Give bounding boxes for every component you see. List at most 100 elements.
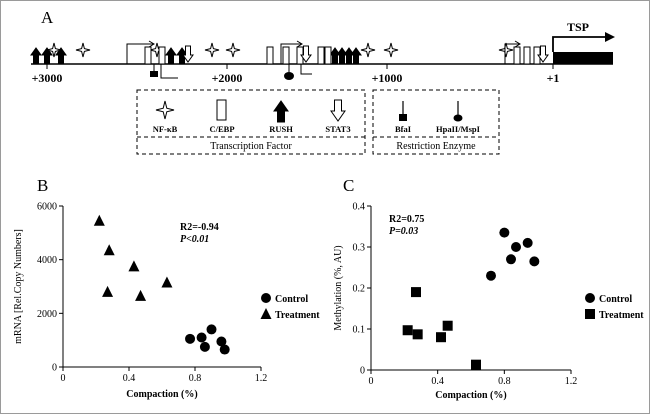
tsp-arrowhead-icon xyxy=(605,32,615,42)
panel-a-letter: A xyxy=(41,8,54,27)
nfkb-legend-icon xyxy=(155,100,175,120)
panel-c-x-axis-label: Compaction (%) xyxy=(435,390,506,401)
tf-label-nfkb: NF-κB xyxy=(153,124,178,134)
bfai-site-icon xyxy=(150,71,158,77)
rush-site-icon xyxy=(343,47,355,65)
rush-site-icon xyxy=(165,47,177,65)
nfkb-site-icon xyxy=(225,42,241,58)
panel-c-point-treatment xyxy=(412,329,423,340)
cebp-site-icon xyxy=(144,46,152,65)
binding-sites xyxy=(30,40,549,80)
nfkb-site-icon xyxy=(360,42,376,58)
position-label-1000: +1000 xyxy=(372,71,403,85)
rush-site-icon xyxy=(350,47,362,65)
position-label-3000: +3000 xyxy=(32,71,63,85)
panel-c-point-control xyxy=(529,256,540,267)
tf-legend-border xyxy=(136,89,366,155)
panel-c-point-treatment xyxy=(436,332,446,343)
cebp-site-icon xyxy=(282,46,290,65)
panel-c-legend-marker-treatment xyxy=(585,309,595,319)
bfai-icon xyxy=(399,101,407,121)
panel-b-letter: B xyxy=(37,176,48,195)
panel-b-legend-treatment: Treatment xyxy=(275,310,320,321)
cebp-site-icon xyxy=(513,46,521,65)
hpaii-mspi-icon xyxy=(453,101,463,122)
panel-c-x-tick-label: 0 xyxy=(369,376,374,387)
panel-c-x-tick-label: 0.8 xyxy=(498,376,511,387)
panel-b-y-tick-label: 0 xyxy=(52,363,57,374)
panel-c-legend-treatment: Treatment xyxy=(599,310,644,321)
panel-b-point-treatment xyxy=(161,276,173,288)
panel-b-point-control xyxy=(219,344,230,355)
panel-c-y-tick-label: 0.2 xyxy=(353,284,366,295)
panel-b-x-tick-label: 1.2 xyxy=(255,373,268,384)
cebp-site-icon xyxy=(158,46,166,65)
rush-site-icon xyxy=(336,47,348,65)
position-label-2000: +2000 xyxy=(212,71,243,85)
panel-c-x-tick-label: 0.4 xyxy=(431,376,444,387)
panel-b-point-control xyxy=(196,332,207,343)
panel-c-point-control xyxy=(499,227,510,238)
tf-label-cebp: C/EBP xyxy=(209,124,234,134)
panel-b-x-tick-label: 0 xyxy=(61,373,66,384)
panel-c-legend-marker-control xyxy=(585,293,595,303)
panel-c-letter: C xyxy=(343,176,354,195)
tf-legend-box: NF-κB C/EBP RUSH STAT3 Transcription Fac… xyxy=(136,89,366,155)
rush-site-icon xyxy=(30,47,42,65)
stat3-legend-icon xyxy=(330,99,346,122)
panel-c-point-treatment xyxy=(471,359,481,370)
orientation-arrow-icon xyxy=(126,43,153,64)
panel-b-x-tick-label: 0.4 xyxy=(123,373,136,384)
tsp-arrow-icon xyxy=(552,36,605,52)
panel-c-point-treatment xyxy=(402,325,413,336)
tf-legend-icons xyxy=(155,99,346,123)
nfkb-site-icon xyxy=(383,42,399,58)
nfkb-site-icon xyxy=(204,42,220,58)
rush-site-icon xyxy=(329,47,341,65)
orientation-arrow-icon xyxy=(504,43,519,64)
panel-b-point-treatment xyxy=(93,214,105,226)
bracket-line-icon xyxy=(300,64,312,75)
tsp-label: TSP xyxy=(567,20,589,34)
panel-b-x-axis-label: Compaction (%) xyxy=(126,389,197,400)
hpaii-site-icon xyxy=(284,72,294,80)
panel-b-point-control xyxy=(199,341,210,352)
exon-block xyxy=(553,52,613,64)
tf-label-stat3: STAT3 xyxy=(325,124,350,134)
panel-c-y-tick-label: 0 xyxy=(360,366,365,377)
panel-c-point-treatment xyxy=(411,287,421,298)
panel-c-p-value: P=0.03 xyxy=(389,226,418,237)
panel-b-point-control xyxy=(185,333,196,344)
panel-b-point-treatment xyxy=(135,289,147,301)
panel-b-point-treatment xyxy=(102,285,114,297)
panel-b-x-tick-label: 0.8 xyxy=(189,373,202,384)
panel-b-y-tick-label: 4000 xyxy=(37,255,57,266)
bracket-line-icon xyxy=(160,64,178,79)
panel-b-legend-marker-control xyxy=(261,293,271,303)
cebp-site-icon xyxy=(317,46,325,65)
panel-c-point-control xyxy=(486,270,496,281)
orientation-arrow-icon xyxy=(280,43,301,64)
panel-c-point-control xyxy=(522,237,533,248)
panel-b-p-value: P<0.01 xyxy=(180,234,209,245)
panel-c-x-tick-label: 1.2 xyxy=(565,376,578,387)
panel-c-y-tick-label: 0.3 xyxy=(353,243,366,254)
cebp-site-icon xyxy=(266,46,274,65)
panel-c-r2: R2=0.75 xyxy=(389,214,424,225)
re-label-hpaii-mspi: HpaII/MspI xyxy=(436,124,481,134)
nfkb-site-icon xyxy=(498,42,514,58)
panel-b-y-axis-label: mRNA [Rel.Copy Numbers] xyxy=(13,229,24,344)
panel-c-legend-control: Control xyxy=(599,294,632,305)
stat3-site-icon xyxy=(182,45,194,63)
panel-c-point-control xyxy=(511,242,521,252)
re-legend-border xyxy=(372,89,500,155)
panel-c-y-tick-label: 0.4 xyxy=(353,202,366,213)
tf-legend-title: Transcription Factor xyxy=(210,141,292,152)
promoter-map: TSP +3000 +2000 +1000 +1 xyxy=(30,20,615,85)
stat3-site-icon xyxy=(300,45,312,63)
re-legend-box: BfaI HpaII/MspI Restriction Enzyme xyxy=(372,89,500,155)
panel-b-legend-control: Control xyxy=(275,294,308,305)
nfkb-site-icon xyxy=(75,42,91,58)
